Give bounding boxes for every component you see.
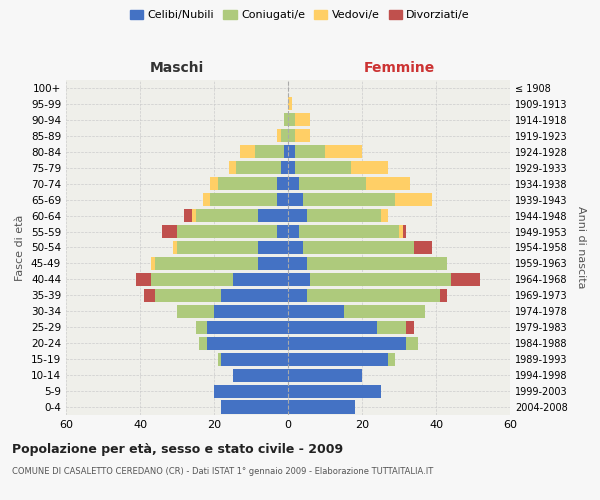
Bar	[399, 225, 403, 238]
Bar	[288, 320, 377, 334]
Bar	[288, 384, 380, 398]
Bar	[299, 177, 366, 190]
Bar	[236, 161, 281, 174]
Bar	[210, 177, 218, 190]
Bar	[214, 305, 288, 318]
Bar	[307, 289, 440, 302]
Bar	[299, 225, 399, 238]
Bar	[177, 305, 214, 318]
Bar	[440, 289, 447, 302]
Bar	[221, 400, 288, 413]
Bar	[403, 225, 406, 238]
Bar	[210, 193, 277, 206]
Bar	[221, 289, 288, 302]
Bar	[288, 193, 303, 206]
Bar	[284, 145, 288, 158]
Bar	[284, 114, 288, 126]
Bar	[196, 320, 206, 334]
Bar	[325, 145, 362, 158]
Bar	[310, 273, 451, 286]
Bar	[199, 336, 206, 350]
Bar	[288, 273, 310, 286]
Bar	[295, 161, 351, 174]
Bar	[288, 145, 295, 158]
Bar	[366, 177, 410, 190]
Bar	[240, 145, 254, 158]
Bar	[136, 273, 151, 286]
Bar	[151, 257, 155, 270]
Bar	[295, 114, 310, 126]
Bar	[173, 241, 177, 254]
Bar	[162, 225, 177, 238]
Bar	[380, 209, 388, 222]
Bar	[288, 400, 355, 413]
Bar	[144, 289, 155, 302]
Bar	[255, 145, 284, 158]
Bar	[218, 177, 277, 190]
Bar	[343, 305, 425, 318]
Bar	[177, 241, 259, 254]
Bar	[281, 130, 288, 142]
Bar	[288, 98, 292, 110]
Bar	[288, 368, 362, 382]
Bar	[351, 161, 388, 174]
Bar	[303, 193, 395, 206]
Bar	[218, 352, 221, 366]
Bar	[288, 352, 388, 366]
Bar	[414, 241, 432, 254]
Bar	[192, 209, 196, 222]
Bar	[288, 114, 295, 126]
Y-axis label: Anni di nascita: Anni di nascita	[576, 206, 586, 288]
Bar	[177, 225, 277, 238]
Bar	[288, 161, 295, 174]
Text: Maschi: Maschi	[150, 61, 204, 75]
Bar	[377, 320, 406, 334]
Bar	[233, 273, 288, 286]
Bar	[295, 130, 310, 142]
Bar	[307, 209, 380, 222]
Bar	[277, 177, 288, 190]
Bar	[206, 336, 288, 350]
Y-axis label: Fasce di età: Fasce di età	[16, 214, 25, 280]
Bar	[395, 193, 432, 206]
Bar	[203, 193, 210, 206]
Bar	[214, 384, 288, 398]
Bar	[259, 209, 288, 222]
Bar	[288, 305, 343, 318]
Bar	[307, 257, 447, 270]
Bar	[295, 145, 325, 158]
Bar	[277, 225, 288, 238]
Bar	[259, 241, 288, 254]
Bar	[229, 161, 236, 174]
Bar	[221, 352, 288, 366]
Bar	[288, 130, 295, 142]
Text: Femmine: Femmine	[364, 61, 434, 75]
Text: COMUNE DI CASALETTO CEREDANO (CR) - Dati ISTAT 1° gennaio 2009 - Elaborazione TU: COMUNE DI CASALETTO CEREDANO (CR) - Dati…	[12, 468, 433, 476]
Bar	[184, 209, 192, 222]
Bar	[288, 257, 307, 270]
Bar	[288, 225, 299, 238]
Bar	[196, 209, 259, 222]
Bar	[151, 273, 233, 286]
Bar	[155, 257, 259, 270]
Bar	[288, 209, 307, 222]
Legend: Celibi/Nubili, Coniugati/e, Vedovi/e, Divorziati/e: Celibi/Nubili, Coniugati/e, Vedovi/e, Di…	[125, 6, 475, 25]
Bar	[406, 320, 414, 334]
Bar	[288, 336, 406, 350]
Bar	[155, 289, 221, 302]
Bar	[288, 177, 299, 190]
Bar	[259, 257, 288, 270]
Bar	[406, 336, 418, 350]
Bar	[277, 130, 281, 142]
Bar	[388, 352, 395, 366]
Bar	[303, 241, 414, 254]
Bar	[206, 320, 288, 334]
Bar	[451, 273, 481, 286]
Bar	[288, 289, 307, 302]
Bar	[277, 193, 288, 206]
Bar	[288, 241, 303, 254]
Text: Popolazione per età, sesso e stato civile - 2009: Popolazione per età, sesso e stato civil…	[12, 442, 343, 456]
Bar	[233, 368, 288, 382]
Bar	[281, 161, 288, 174]
